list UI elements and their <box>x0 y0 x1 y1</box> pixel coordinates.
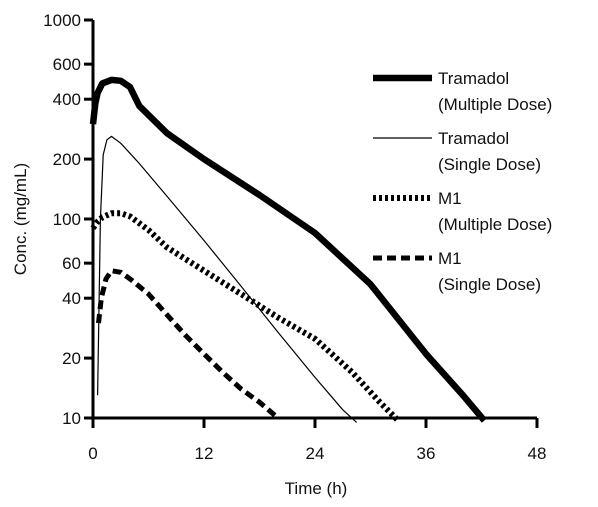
y-tick-label: 10 <box>62 409 81 428</box>
y-ticks: 10 20 40 60 100 200 400 600 1000 <box>43 11 93 428</box>
plot-lines <box>89 76 487 423</box>
x-axis-label: Time (h) <box>285 479 348 498</box>
y-tick-label: 200 <box>53 150 81 169</box>
y-tick-label: 600 <box>53 55 81 74</box>
y-axis-label: Conc. (mg/mL) <box>11 163 30 275</box>
x-tick-label: 0 <box>88 444 97 463</box>
x-tick-label: 12 <box>195 444 214 463</box>
legend-label-4: M1 <box>438 249 462 268</box>
y-tick-label: 100 <box>53 210 81 229</box>
x-tick-label: 48 <box>528 444 547 463</box>
series-line-4 <box>96 268 280 420</box>
y-tick-label: 1000 <box>43 11 81 30</box>
legend-label-3: (Multiple Dose) <box>438 215 552 234</box>
y-tick-label: 40 <box>62 289 81 308</box>
y-tick-label: 400 <box>53 90 81 109</box>
x-tick-label: 24 <box>306 444 325 463</box>
y-tick-label: 60 <box>62 254 81 273</box>
series-line-2 <box>97 135 358 423</box>
legend-label-1: Tramadol <box>438 69 509 88</box>
series-line-1 <box>89 76 487 423</box>
legend: Tramadol (Multiple Dose) Tramadol (Single D… <box>373 69 552 294</box>
series-line-3 <box>90 210 401 423</box>
y-tick-label: 20 <box>62 349 81 368</box>
x-ticks: 0 12 24 36 48 <box>88 418 546 463</box>
legend-label-3: M1 <box>438 189 462 208</box>
legend-label-4: (Single Dose) <box>438 275 541 294</box>
x-tick-label: 36 <box>417 444 436 463</box>
legend-label-2: (Single Dose) <box>438 155 541 174</box>
legend-label-2: Tramadol <box>438 129 509 148</box>
legend-label-1: (Multiple Dose) <box>438 95 552 114</box>
